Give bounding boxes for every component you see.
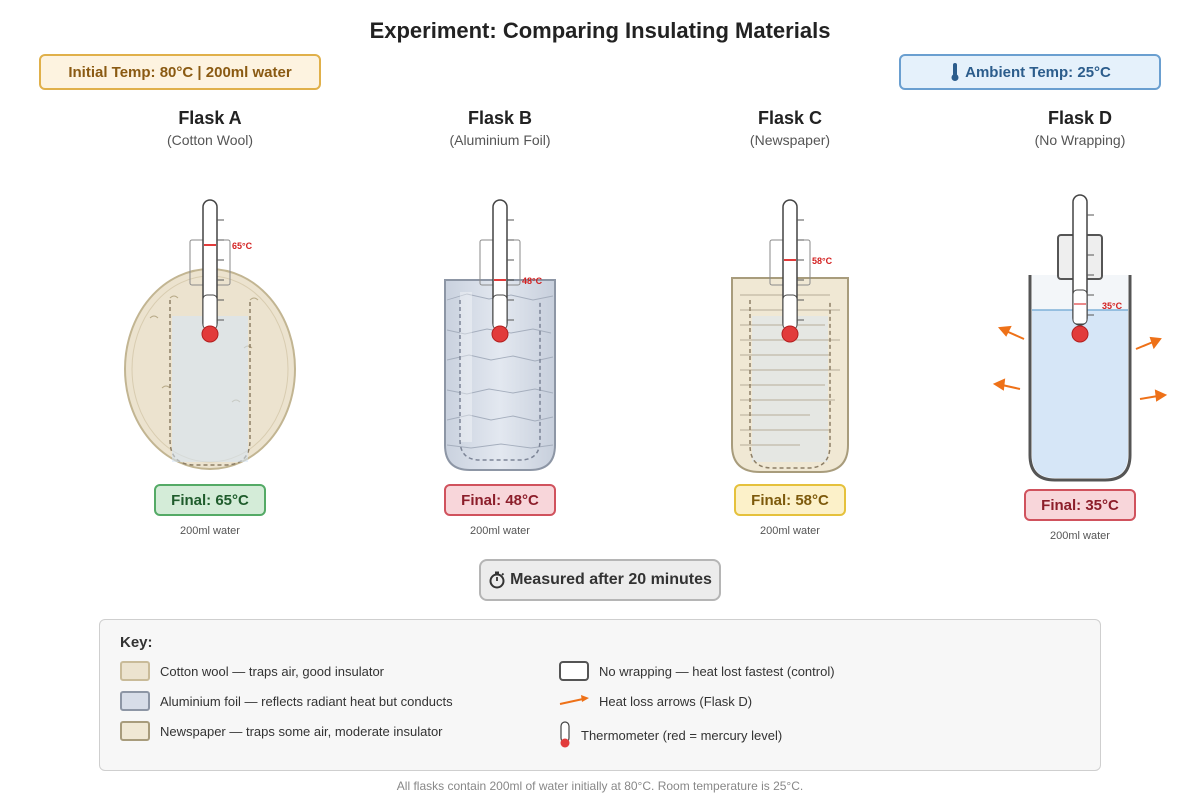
flask-d-final-badge: Final: 35°C [1024, 489, 1136, 521]
flask-a-bulb [201, 325, 219, 343]
flask-a-final-badge: Final: 65°C [154, 484, 266, 516]
initial-temp-badge: Initial Temp: 80°C | 200ml water [39, 54, 321, 90]
thermometer-icon [560, 721, 570, 748]
flask-c: 58°C [731, 199, 849, 473]
flask-c-temp-label: 58°C [812, 256, 833, 266]
aluminium-foil-wrap [444, 279, 556, 471]
key-item-foil-label: Aluminium foil — reflects radiant heat b… [160, 693, 453, 709]
flask-c-volume: 200ml water [760, 525, 820, 537]
flask-c-final-badge: Final: 58°C [734, 484, 846, 516]
flask-b-body [459, 300, 541, 461]
key-item-no-wrapping: No wrapping — heat lost fastest (control… [559, 660, 835, 682]
flask-b-final-badge: Final: 48°C [444, 484, 556, 516]
key-item-thermometer-label: Thermometer (red = mercury level) [581, 727, 783, 743]
flask-d-material: (No Wrapping) [1034, 132, 1126, 148]
measured-label: Measured after 20 minutes [510, 571, 712, 588]
flask-c-material: (Newspaper) [749, 132, 831, 148]
flask-a: 65°C [124, 199, 296, 470]
key-item-cotton: Cotton wool — traps air, good insulator [120, 660, 384, 682]
flask-c-body [749, 300, 831, 469]
ambient-temp-badge: Ambient Temp: 25°C [899, 54, 1161, 90]
key-item-no-wrapping-label: No wrapping — heat lost fastest (control… [599, 663, 835, 679]
page-title: Experiment: Comparing Insulating Materia… [369, 18, 831, 43]
flask-d: 35°C [992, 194, 1168, 482]
flask-b-title: Flask B [467, 108, 533, 128]
cotton-swatch [120, 661, 150, 681]
flask-d-temp-label: 35°C [1102, 301, 1123, 311]
flask-a-temp-label: 65°C [232, 241, 253, 251]
flask-b: 48°C [444, 199, 556, 471]
no-wrapping-swatch [559, 661, 589, 681]
key-title: Key: [120, 634, 153, 651]
flask-a-body [169, 300, 251, 466]
foil-swatch [120, 691, 150, 711]
flask-c-title: Flask C [757, 108, 823, 128]
key-item-heat-arrows-label: Heat loss arrows (Flask D) [599, 693, 753, 709]
footer-note: All flasks contain 200ml of water initia… [396, 779, 804, 793]
key-item-foil: Aluminium foil — reflects radiant heat b… [120, 690, 453, 712]
flask-b-bulb [491, 325, 509, 343]
key-item-thermometer: Thermometer (red = mercury level) [559, 720, 782, 750]
flask-d-body [1028, 275, 1132, 482]
ambient-temp-label: Ambient Temp: 25°C [965, 63, 1111, 81]
thermometer-icon [951, 63, 959, 81]
flask-d-volume: 200ml water [1050, 530, 1110, 542]
newspaper-wrap [731, 277, 849, 473]
stopwatch-icon [489, 571, 505, 589]
flask-a-material: (Cotton Wool) [166, 132, 254, 148]
newspaper-swatch [120, 721, 150, 741]
measured-note: Measured after 20 minutes [479, 559, 721, 601]
flask-d-bulb [1071, 325, 1089, 343]
key-item-cotton-label: Cotton wool — traps air, good insulator [160, 663, 385, 679]
flask-a-volume: 200ml water [180, 525, 240, 537]
key-item-newspaper: Newspaper — traps some air, moderate ins… [120, 720, 443, 742]
flask-b-material: (Aluminium Foil) [449, 132, 551, 148]
flask-b-temp-label: 48°C [522, 276, 543, 286]
flask-illustrations: 65°C 48°C 58°C [124, 194, 1168, 482]
flask-b-volume: 200ml water [470, 525, 530, 537]
key-item-heat-arrows: Heat loss arrows (Flask D) [559, 690, 752, 712]
flask-d-title: Flask D [1047, 108, 1113, 128]
flask-c-bulb [781, 325, 799, 343]
heat-loss-arrows [992, 325, 1168, 402]
key-panel: Key: Cotton wool — traps air, good insul… [99, 619, 1101, 771]
key-item-newspaper-label: Newspaper — traps some air, moderate ins… [160, 723, 443, 739]
heat-arrow-icon [559, 695, 589, 705]
flask-a-title: Flask A [178, 108, 242, 128]
